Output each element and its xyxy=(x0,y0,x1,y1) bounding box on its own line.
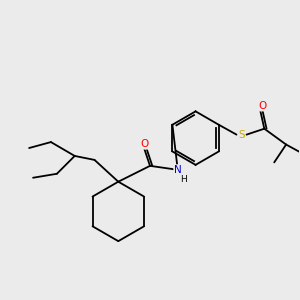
Text: O: O xyxy=(140,139,148,149)
Text: S: S xyxy=(238,130,245,140)
Text: N: N xyxy=(174,165,182,175)
Text: H: H xyxy=(180,175,187,184)
Text: O: O xyxy=(258,101,266,111)
